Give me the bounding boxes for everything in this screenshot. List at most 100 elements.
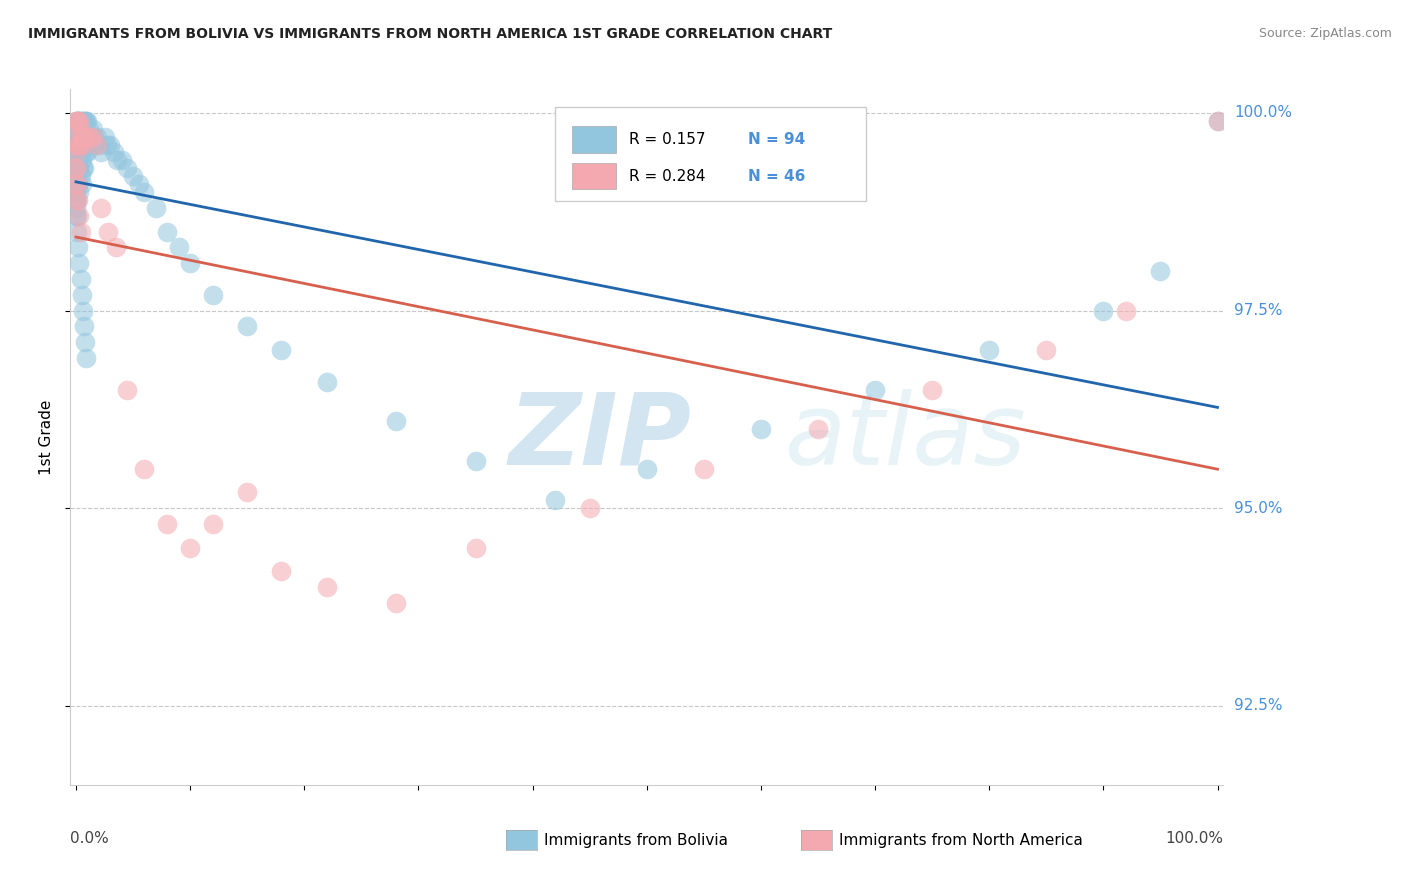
Point	[66, 145, 89, 160]
Point	[86, 129, 108, 144]
Text: IMMIGRANTS FROM BOLIVIA VS IMMIGRANTS FROM NORTH AMERICA 1ST GRADE CORRELATION C: IMMIGRANTS FROM BOLIVIA VS IMMIGRANTS FR…	[28, 27, 832, 41]
Text: 100.0%: 100.0%	[1166, 831, 1223, 846]
Point	[65, 121, 87, 136]
Point	[316, 580, 339, 594]
Point	[70, 113, 93, 128]
Point	[73, 129, 96, 144]
Point	[65, 145, 87, 160]
Point	[70, 177, 93, 191]
Point	[66, 129, 89, 144]
Point	[384, 414, 406, 428]
Point	[1206, 113, 1229, 128]
Point	[67, 113, 90, 128]
Point	[122, 169, 145, 183]
Point	[1206, 113, 1229, 128]
Point	[636, 461, 658, 475]
Point	[73, 161, 96, 176]
Point	[80, 137, 103, 152]
Point	[66, 193, 89, 207]
Point	[65, 161, 87, 176]
Point	[65, 209, 87, 223]
Text: Source: ZipAtlas.com: Source: ZipAtlas.com	[1258, 27, 1392, 40]
Point	[76, 129, 98, 144]
Point	[1149, 264, 1171, 278]
Text: N = 46: N = 46	[748, 169, 806, 184]
Point	[270, 565, 292, 579]
Point	[79, 129, 101, 144]
Point	[179, 541, 201, 555]
Point	[1092, 303, 1115, 318]
Point	[83, 129, 105, 144]
Point	[70, 287, 93, 301]
Point	[67, 193, 90, 207]
Text: R = 0.157: R = 0.157	[630, 132, 706, 147]
Point	[87, 137, 110, 152]
Point	[70, 153, 93, 168]
FancyBboxPatch shape	[554, 106, 866, 201]
Text: 92.5%: 92.5%	[1234, 698, 1282, 714]
Text: 0.0%: 0.0%	[70, 831, 110, 846]
Point	[236, 485, 259, 500]
Point	[128, 177, 150, 191]
Point	[807, 422, 830, 436]
Point	[75, 113, 97, 128]
Point	[67, 137, 90, 152]
Text: 97.5%: 97.5%	[1234, 303, 1282, 318]
Point	[384, 596, 406, 610]
Point	[75, 129, 97, 144]
Point	[67, 177, 90, 191]
Point	[67, 113, 90, 128]
Point	[69, 145, 91, 160]
Point	[67, 256, 90, 270]
Point	[67, 240, 90, 254]
Point	[75, 351, 97, 365]
Text: atlas: atlas	[785, 389, 1026, 485]
Point	[75, 137, 97, 152]
Text: Immigrants from Bolivia: Immigrants from Bolivia	[544, 833, 728, 847]
Point	[67, 209, 90, 223]
Point	[69, 129, 91, 144]
Point	[69, 272, 91, 286]
Text: Immigrants from North America: Immigrants from North America	[839, 833, 1083, 847]
Point	[65, 177, 87, 191]
FancyBboxPatch shape	[572, 126, 616, 153]
Point	[201, 287, 224, 301]
Point	[96, 137, 118, 152]
Text: 95.0%: 95.0%	[1234, 500, 1282, 516]
Point	[73, 319, 96, 334]
Point	[66, 161, 89, 176]
Point	[464, 454, 486, 468]
Point	[82, 129, 104, 144]
Point	[67, 145, 90, 160]
Point	[70, 129, 93, 144]
Point	[70, 129, 93, 144]
Point	[65, 129, 87, 144]
Text: 100.0%: 100.0%	[1234, 105, 1292, 120]
Point	[76, 113, 98, 128]
Point	[749, 422, 772, 436]
Point	[65, 169, 87, 183]
Point	[73, 113, 96, 128]
Point	[105, 153, 128, 168]
Point	[316, 375, 339, 389]
Point	[134, 185, 156, 199]
Text: R = 0.284: R = 0.284	[630, 169, 706, 184]
Point	[67, 145, 90, 160]
Point	[156, 517, 179, 532]
Point	[578, 501, 600, 516]
Point	[921, 383, 943, 397]
Point	[67, 185, 90, 199]
Point	[67, 129, 90, 144]
Point	[104, 240, 127, 254]
Point	[82, 121, 104, 136]
Point	[145, 201, 167, 215]
Point	[863, 383, 886, 397]
Point	[72, 161, 94, 176]
Point	[117, 383, 139, 397]
Point	[69, 113, 91, 128]
Point	[1035, 343, 1057, 357]
Point	[86, 137, 108, 152]
Point	[67, 129, 90, 144]
Point	[67, 161, 90, 176]
Point	[66, 177, 89, 191]
